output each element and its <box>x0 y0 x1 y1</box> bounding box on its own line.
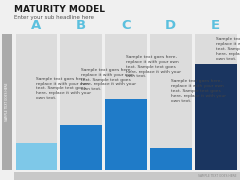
Bar <box>195 64 236 170</box>
Text: Sample text goes here,
replace it with your own
text. Sample text goes
here, rep: Sample text goes here, replace it with y… <box>216 37 240 61</box>
Text: A: A <box>31 19 42 32</box>
Bar <box>150 148 192 170</box>
Bar <box>2 34 12 170</box>
Text: SAMPLE TEXT GOES HERE: SAMPLE TEXT GOES HERE <box>198 174 236 178</box>
Text: Enter your sub headline here: Enter your sub headline here <box>14 15 94 20</box>
Text: C: C <box>121 19 131 32</box>
Bar <box>105 99 147 170</box>
Bar <box>150 34 192 170</box>
Text: Sample text goes here,
replace it with your own
text. Sample text goes
here, rep: Sample text goes here, replace it with y… <box>36 77 91 100</box>
Text: E: E <box>211 19 220 32</box>
Bar <box>105 34 147 170</box>
Bar <box>16 34 57 170</box>
Bar <box>14 172 240 180</box>
Bar <box>60 34 102 170</box>
Text: Sample text goes here,
replace it with your own
text. Sample text goes
here, rep: Sample text goes here, replace it with y… <box>81 68 136 91</box>
Text: SAMPLE TEXT GOES HERE: SAMPLE TEXT GOES HERE <box>5 83 9 121</box>
Text: Sample text goes here,
replace it with your own
text. Sample text goes
here, rep: Sample text goes here, replace it with y… <box>171 79 226 103</box>
Text: MATURITY MODEL: MATURITY MODEL <box>14 5 105 14</box>
Bar <box>60 125 102 170</box>
Bar <box>16 143 57 170</box>
Text: B: B <box>76 19 86 32</box>
Text: D: D <box>165 19 176 32</box>
Text: Sample text goes here,
replace it with your own
text. Sample text goes
here, rep: Sample text goes here, replace it with y… <box>126 55 181 78</box>
Bar <box>195 34 236 170</box>
